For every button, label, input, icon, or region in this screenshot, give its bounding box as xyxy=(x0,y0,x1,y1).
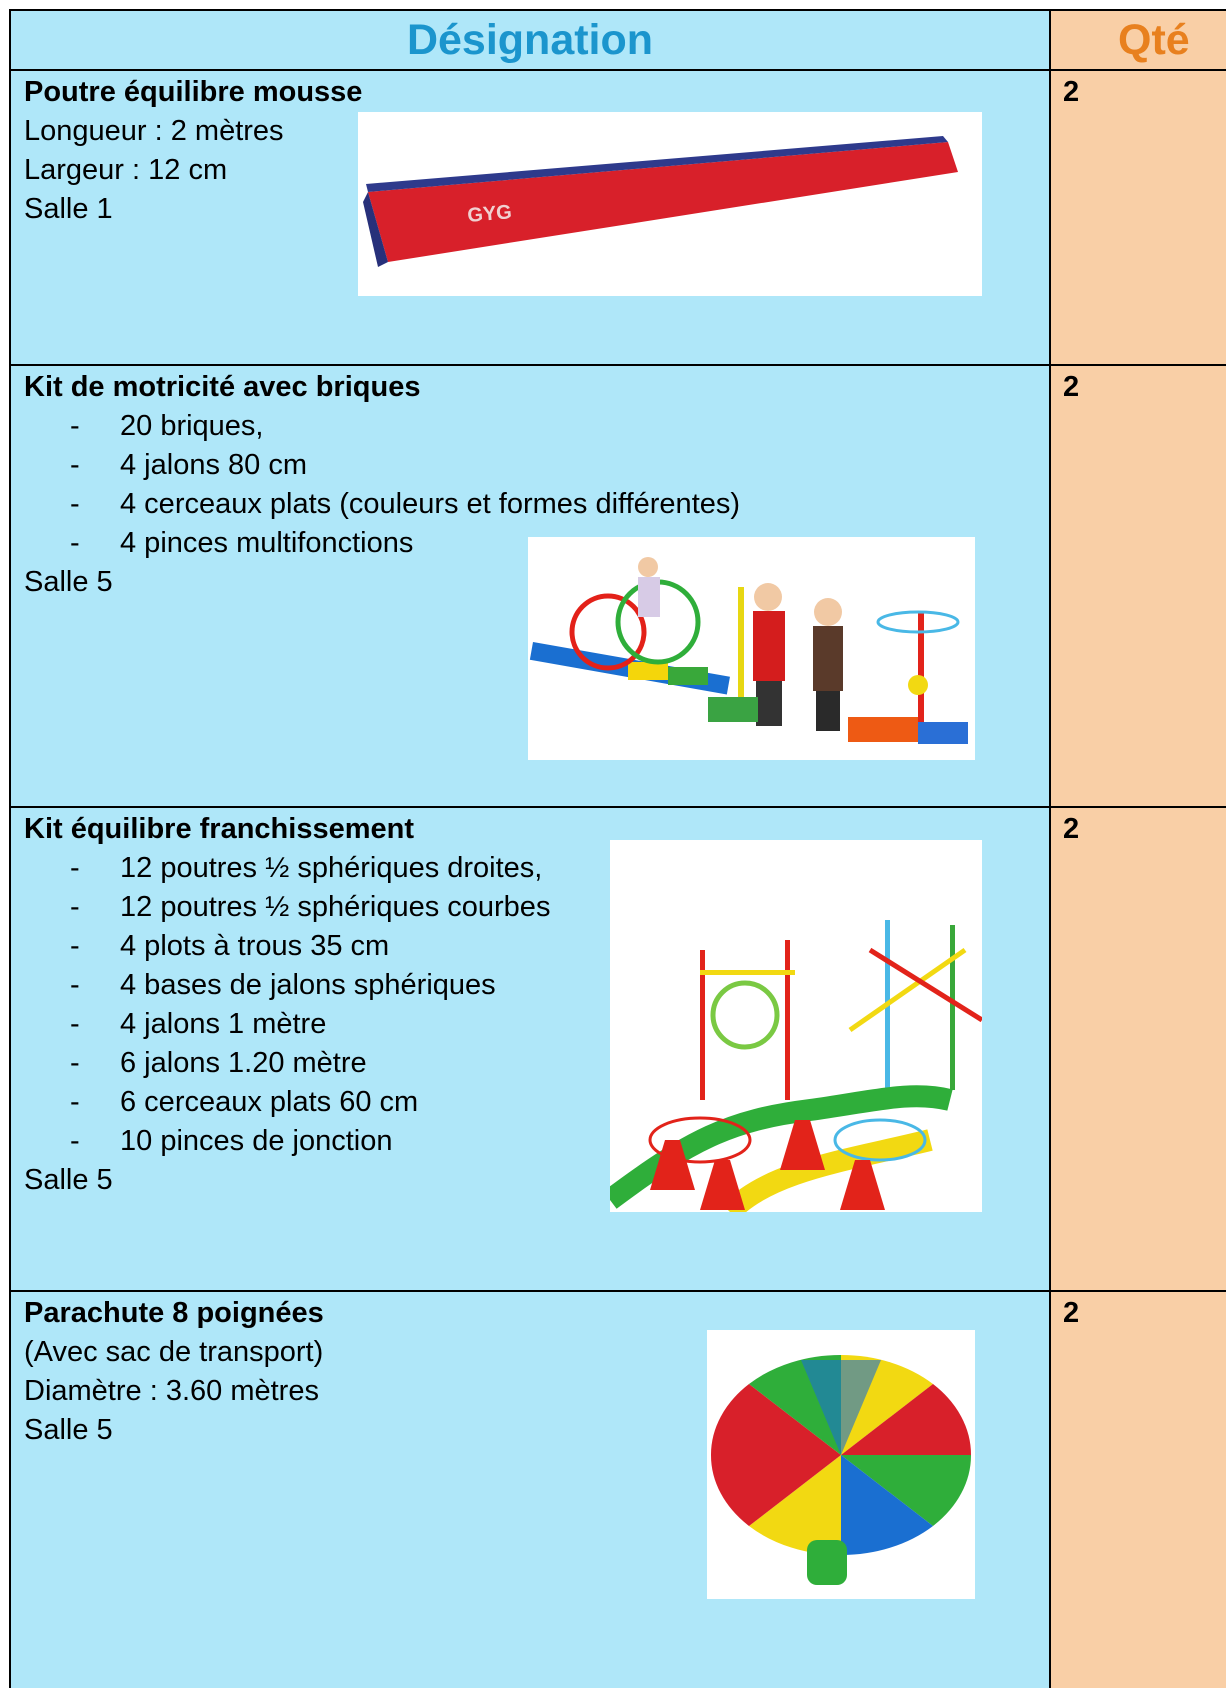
bullet-dash: - xyxy=(70,1047,80,1079)
bullet-dash: - xyxy=(70,488,80,520)
quantity-cell xyxy=(1049,364,1226,808)
item-title: Kit équilibre franchissement xyxy=(24,813,414,845)
list-item: 6 cerceaux plats 60 cm xyxy=(120,1086,419,1118)
bullet-dash: - xyxy=(70,891,80,923)
item-quantity: 2 xyxy=(1063,76,1080,108)
motor-kit-image xyxy=(528,537,975,760)
item-location: Salle 5 xyxy=(24,1164,113,1196)
quantity-cell xyxy=(1049,69,1226,366)
bullet-dash: - xyxy=(70,527,80,559)
list-item: 6 jalons 1.20 mètre xyxy=(120,1047,367,1079)
item-detail: (Avec sac de transport) xyxy=(24,1336,324,1368)
bullet-dash: - xyxy=(70,449,80,481)
list-item: 4 jalons 80 cm xyxy=(120,449,307,481)
svg-text:GYG: GYG xyxy=(467,201,513,227)
item-detail: Diamètre : 3.60 mètres xyxy=(24,1375,319,1407)
bullet-dash: - xyxy=(70,1008,80,1040)
bullet-dash: - xyxy=(70,1086,80,1118)
list-item: 4 pinces multifonctions xyxy=(120,527,414,559)
item-title: Kit de motricité avec briques xyxy=(24,371,421,403)
list-item: 4 bases de jalons sphériques xyxy=(120,969,496,1001)
item-detail: Largeur : 12 cm xyxy=(24,154,228,186)
list-item: 12 poutres ½ sphériques droites, xyxy=(120,852,543,884)
beam-image: GYG xyxy=(358,112,982,296)
list-item: 12 poutres ½ sphériques courbes xyxy=(120,891,551,923)
header-quantity: Qté xyxy=(1049,9,1226,71)
list-item: 4 plots à trous 35 cm xyxy=(120,930,390,962)
item-location: Salle 5 xyxy=(24,566,113,598)
item-title: Parachute 8 poignées xyxy=(24,1297,324,1329)
balance-kit-image xyxy=(610,840,982,1212)
header-designation: Désignation xyxy=(9,9,1051,71)
quantity-cell xyxy=(1049,1290,1226,1688)
quantity-cell xyxy=(1049,806,1226,1292)
bullet-dash: - xyxy=(70,930,80,962)
bullet-dash: - xyxy=(70,1125,80,1157)
item-title: Poutre équilibre mousse xyxy=(24,76,363,108)
bullet-dash: - xyxy=(70,410,80,442)
item-quantity: 2 xyxy=(1063,371,1080,403)
list-item: 10 pinces de jonction xyxy=(120,1125,393,1157)
list-item: 20 briques, xyxy=(120,410,264,442)
bullet-dash: - xyxy=(70,852,80,884)
bullet-dash: - xyxy=(70,969,80,1001)
item-location: Salle 1 xyxy=(24,193,113,225)
list-item: 4 jalons 1 mètre xyxy=(120,1008,327,1040)
list-item: 4 cerceaux plats (couleurs et formes dif… xyxy=(120,488,741,520)
item-detail: Longueur : 2 mètres xyxy=(24,115,284,147)
item-location: Salle 5 xyxy=(24,1414,113,1446)
item-quantity: 2 xyxy=(1063,1297,1080,1329)
item-quantity: 2 xyxy=(1063,813,1080,845)
parachute-image xyxy=(707,1330,975,1599)
